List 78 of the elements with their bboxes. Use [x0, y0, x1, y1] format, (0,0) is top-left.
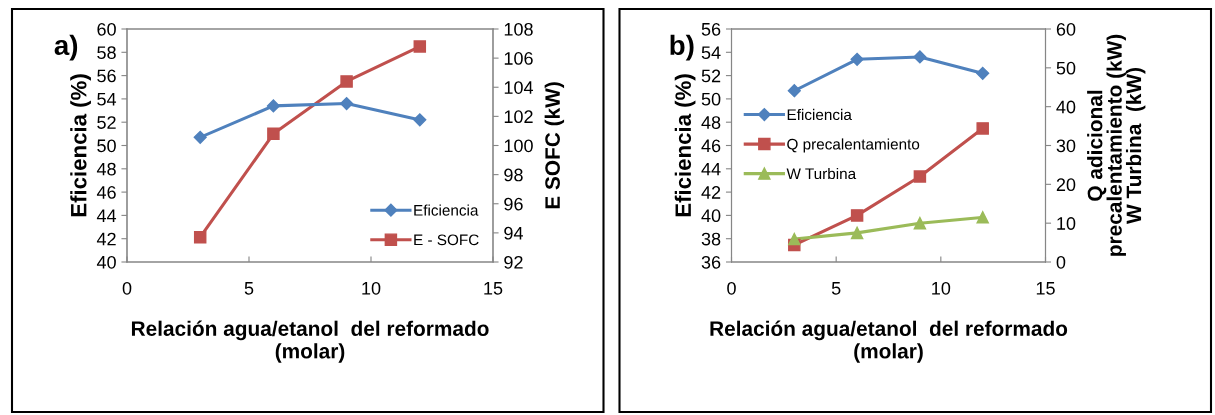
legend-label: Q precalentamiento	[787, 138, 920, 153]
y2-tick-label: 108	[504, 22, 533, 36]
point	[850, 226, 864, 240]
x-axis-title: Relación agua/etanol del reformado (molar)	[131, 320, 489, 363]
y-tick-label: 42	[96, 232, 116, 246]
point	[850, 52, 864, 66]
y-tick-label: 56	[701, 22, 721, 36]
y2-tick-label: 92	[504, 255, 523, 269]
y2-axis-title: Q adicional precalentamiento (kW) W Turbina (kW)	[1087, 34, 1146, 256]
point	[193, 230, 207, 244]
y-tick-label: 58	[97, 46, 116, 60]
y2-tick-label: 0	[1056, 255, 1066, 269]
point	[850, 209, 864, 222]
y2-tick-label: 104	[504, 81, 534, 94]
y-tick-label: 48	[96, 162, 116, 176]
y2-tick-label: 96	[504, 197, 523, 211]
y2-tick-label: 98	[504, 168, 523, 182]
y-axis-title: Eficiencia (%)	[70, 74, 91, 217]
point	[413, 40, 427, 53]
y-tick-label: 44	[701, 162, 721, 176]
x-axis-title: Relación agua/etanol del reformado (molar)	[710, 320, 1068, 363]
y-tick-label: 42	[701, 186, 721, 199]
y-tick-label: 56	[97, 69, 116, 83]
y-tick-label: 50	[701, 92, 721, 106]
y-tick-label: 46	[701, 139, 721, 153]
point	[340, 96, 354, 111]
y-tick-label: 36	[701, 255, 721, 269]
point	[787, 84, 801, 98]
y-tick-label: 48	[701, 116, 721, 129]
y-axis-title: Eficiencia (%)	[674, 74, 696, 217]
point	[413, 113, 427, 127]
point	[913, 216, 927, 230]
chart-title: b)	[670, 34, 694, 61]
x-tick-label: 0	[727, 281, 736, 295]
y-tick-label: 54	[97, 93, 117, 106]
chart-title: a)	[54, 34, 78, 61]
y2-tick-label: 20	[1056, 178, 1076, 192]
x-tick-label: 15	[484, 282, 503, 295]
y-tick-label: 52	[97, 116, 116, 129]
y2-tick-label: 60	[1056, 22, 1076, 36]
y2-tick-label: 94	[504, 226, 523, 240]
point	[266, 99, 280, 113]
point	[788, 232, 801, 246]
y-tick-label: 60	[97, 22, 116, 36]
point	[976, 211, 989, 224]
y-tick-label: 44	[96, 209, 117, 222]
y2-tick-label: 106	[504, 52, 533, 65]
y-tick-label: 38	[701, 232, 721, 246]
y2-tick-label: 30	[1056, 139, 1076, 153]
legend-label: W Turbina	[786, 167, 857, 180]
point	[913, 50, 927, 64]
y2-tick-label: 10	[1057, 217, 1076, 230]
legend-label: E - SOFC	[414, 234, 479, 246]
x-tick-label: 10	[932, 281, 951, 295]
y-tick-label: 50	[97, 139, 116, 153]
point	[340, 75, 353, 88]
y-tick-label: 52	[701, 69, 721, 83]
y-tick-label: 40	[701, 209, 721, 223]
point	[193, 130, 207, 144]
x-tick-label: 15	[1036, 282, 1055, 295]
y2-axis-title: E SOFC (kW)	[544, 82, 565, 209]
legend-label: Eficiencia	[787, 108, 852, 121]
y2-tick-label: 100	[504, 139, 533, 153]
point	[267, 127, 280, 141]
y-tick-label: 54	[701, 46, 721, 60]
y-tick-label: 40	[96, 255, 116, 269]
y2-tick-label: 50	[1056, 61, 1076, 75]
x-tick-label: 10	[362, 281, 381, 295]
point	[976, 122, 989, 135]
y2-tick-label: 102	[504, 110, 533, 124]
x-tick-label: 5	[831, 282, 841, 295]
legend-label: Eficiencia	[414, 204, 479, 216]
y2-tick-label: 40	[1056, 100, 1076, 114]
point	[976, 66, 990, 80]
x-tick-label: 0	[122, 281, 132, 295]
y-tick-label: 46	[96, 186, 116, 199]
point	[913, 170, 927, 183]
x-tick-label: 5	[244, 282, 254, 295]
